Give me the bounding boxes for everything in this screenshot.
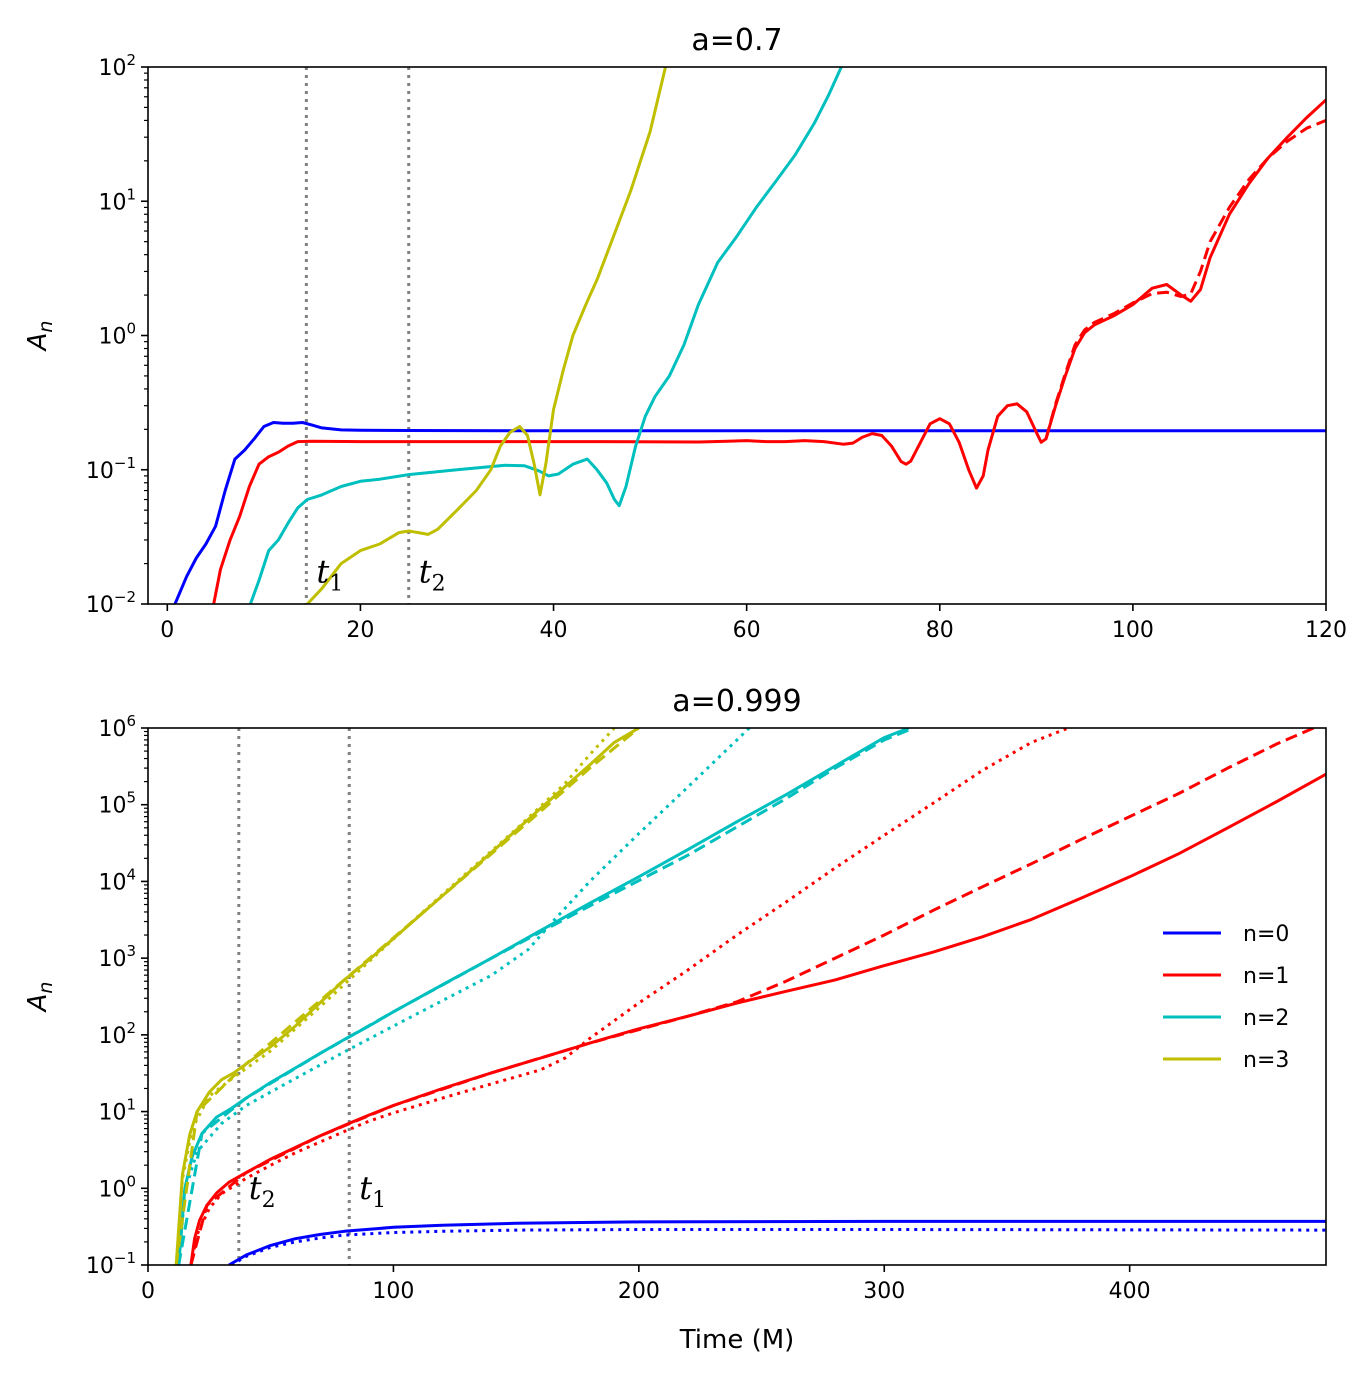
y-tick-label: 105 [98, 789, 136, 819]
y-tick-base: 10 [98, 947, 126, 972]
annotation-subscript: 1 [329, 571, 343, 596]
x-tick-label: 100 [372, 1279, 414, 1304]
annotation-t1: t1 [316, 552, 343, 596]
series-n-0 [228, 1219, 1326, 1265]
y-tick-exponent: 1 [126, 1096, 136, 1114]
y-tick-base: 10 [98, 190, 126, 215]
annotation-symbol: t [359, 1169, 372, 1207]
y-axis-label-subscript: n [35, 982, 57, 994]
y-tick-label: 102 [98, 1019, 136, 1049]
panel-title: a=0.7 [691, 23, 782, 58]
legend-label-n=3: n=3 [1243, 1048, 1289, 1073]
annotation-t2: t2 [419, 552, 446, 596]
annotation-subscript: 1 [372, 1188, 386, 1213]
x-tick-label: 40 [540, 618, 568, 643]
panel-top: t1 t20 20 40 60 80 100 12010−210−1100101102a=0.… [23, 23, 1347, 643]
y-tick-exponent: −1 [114, 1249, 136, 1267]
y-tick-exponent: 2 [126, 1019, 136, 1037]
x-tick-label: 60 [733, 618, 761, 643]
series-n-2-dashed- [177, 728, 915, 1265]
x-tick-label: 400 [1109, 1279, 1151, 1304]
y-tick-base: 10 [98, 325, 126, 350]
x-tick-label: 80 [926, 618, 954, 643]
x-tick-label: 100 [1112, 618, 1154, 643]
legend-label-n=2: n=2 [1243, 1006, 1289, 1031]
series-n-0 [173, 421, 1326, 604]
y-tick-label: 101 [98, 1096, 136, 1126]
y-tick-label: 10−1 [86, 1249, 136, 1279]
y-axis-label: An [23, 321, 57, 353]
legend: n=0 n=1 n=2 n=3 [1163, 922, 1289, 1073]
y-tick-base: 10 [98, 717, 126, 742]
y-axis-label-subscript: n [35, 321, 57, 333]
y-tick-exponent: 0 [126, 1172, 136, 1190]
x-tick-label: 20 [346, 618, 374, 643]
y-tick-exponent: 2 [126, 51, 136, 69]
axes-frame [147, 727, 1327, 1266]
y-tick-label: 10−2 [86, 588, 136, 618]
y-tick-base: 10 [98, 870, 126, 895]
series-n-3 [306, 67, 667, 604]
y-tick-exponent: −2 [114, 588, 136, 606]
series-n-1 [212, 98, 1326, 604]
y-tick-base: 10 [98, 1177, 126, 1202]
y-axis-label: An [23, 982, 57, 1014]
x-tick-label: 0 [160, 618, 174, 643]
y-tick-base: 10 [98, 794, 126, 819]
series-n-1-dotted- [189, 728, 1069, 1265]
annotation-t1: t1 [359, 1169, 386, 1213]
x-tick-label: 200 [618, 1279, 660, 1304]
y-tick-exponent: 0 [126, 320, 136, 338]
y-tick-label: 103 [98, 942, 136, 972]
y-tick-exponent: 5 [126, 789, 136, 807]
x-tick-label: 0 [141, 1279, 155, 1304]
annotation-subscript: 2 [432, 571, 446, 596]
series-n-2-dotted- [177, 728, 751, 1265]
legend-label-n=1: n=1 [1243, 964, 1289, 989]
annotation-symbol: t [249, 1169, 262, 1207]
y-tick-exponent: 6 [126, 712, 136, 730]
y-tick-base: 10 [86, 1254, 114, 1279]
annotation-symbol: t [419, 552, 432, 590]
y-tick-label: 10−1 [86, 454, 136, 484]
annotation-subscript: 2 [262, 1188, 276, 1213]
series-n-2 [248, 67, 843, 604]
y-tick-label: 100 [98, 1172, 136, 1202]
y-tick-label: 104 [98, 865, 136, 895]
y-tick-label: 106 [98, 712, 136, 742]
annotation-symbol: t [316, 552, 329, 590]
annotation-t2: t2 [249, 1169, 276, 1213]
y-tick-label: 101 [98, 185, 136, 215]
plot-area [173, 67, 1326, 604]
x-tick-label: 120 [1305, 618, 1347, 643]
series-n-1-dashed- [1044, 119, 1326, 440]
y-tick-exponent: 3 [126, 942, 136, 960]
y-tick-base: 10 [86, 459, 114, 484]
x-tick-label: 300 [863, 1279, 905, 1304]
plot-area [174, 728, 1326, 1265]
y-tick-exponent: 4 [126, 865, 136, 883]
series-n-1-dashed- [189, 728, 1315, 1265]
panel-bottom: t2 t10 100 200 300 40010−11001011021031041051… [23, 684, 1327, 1355]
y-tick-label: 100 [98, 320, 136, 350]
y-tick-exponent: −1 [114, 454, 136, 472]
y-axis-label-symbol: A [23, 994, 53, 1014]
y-tick-base: 10 [86, 593, 114, 618]
y-tick-base: 10 [98, 56, 126, 81]
panel-title: a=0.999 [672, 684, 801, 719]
y-tick-label: 102 [98, 51, 136, 81]
legend-label-n=0: n=0 [1243, 922, 1289, 947]
series-n-3-dashed- [174, 728, 640, 1265]
y-axis-label-symbol: A [23, 333, 53, 353]
x-axis-label: Time (M) [679, 1325, 795, 1355]
y-tick-exponent: 1 [126, 185, 136, 203]
y-tick-base: 10 [98, 1101, 126, 1126]
y-tick-base: 10 [98, 1024, 126, 1049]
